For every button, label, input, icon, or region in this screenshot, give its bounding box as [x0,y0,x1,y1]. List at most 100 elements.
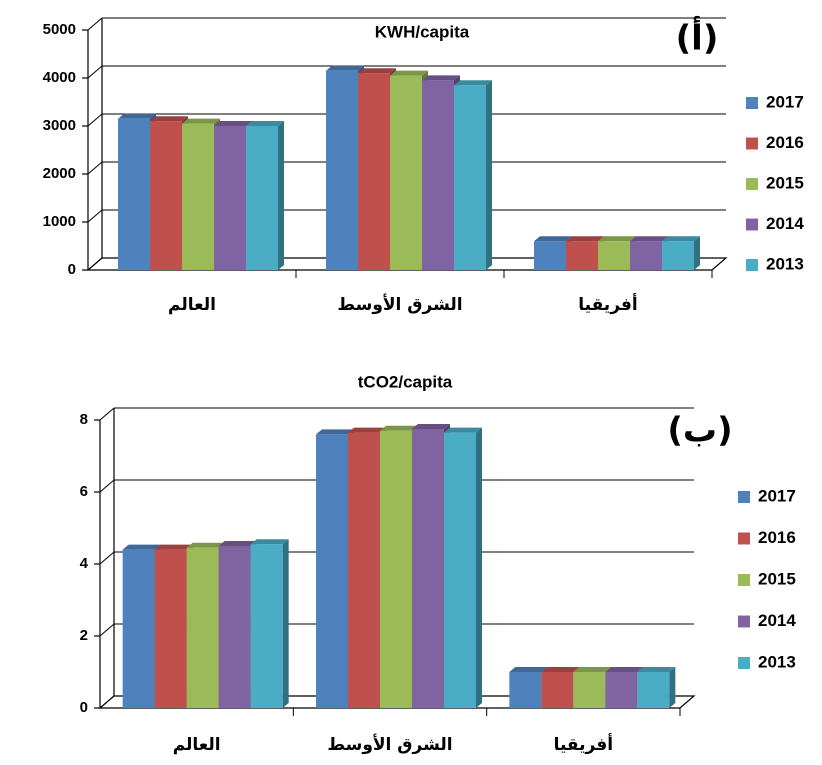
bar-front [218,546,251,708]
bar-top [218,541,257,546]
bar-top [246,121,284,126]
bar-top [444,427,482,433]
bar-top [348,427,386,433]
bar-side [486,80,492,270]
bar-top [390,70,428,76]
legend-swatch [746,137,758,150]
bar-front [316,434,348,708]
legend-label: 2017 [758,486,796,505]
legend-label: 2016 [766,133,804,152]
bar-front [598,241,630,270]
bar-top [182,118,220,124]
legend-label: 2015 [766,173,804,192]
bar-top [637,667,676,672]
bar-side [669,667,676,708]
bar-top [566,236,604,242]
grid-line [87,17,103,31]
bar-top [509,667,548,672]
bar-top [541,667,580,672]
x-tick-label: العالم [168,295,216,315]
y-tick-label: 1000 [43,213,76,230]
y-tick-label: 6 [80,483,88,500]
legend-swatch [738,491,750,503]
bar-front [154,549,187,708]
bar [348,427,386,708]
grid-line [87,257,103,271]
x-tick-label: أفريقيا [554,733,613,755]
grid-line [87,113,103,127]
bar-front [122,549,155,708]
grid-line [99,695,115,709]
bar-front [348,432,380,708]
bar-top [122,544,161,550]
legend-label: 2017 [766,92,804,111]
y-tick-label: 0 [80,699,88,716]
bar-front [186,547,219,708]
chart-title: KWH/capita [375,22,470,41]
legend-label: 2016 [758,528,796,547]
y-tick-label: 2000 [43,165,76,182]
grid-line [87,209,103,223]
bar-top [573,667,612,672]
bar-side [476,427,482,708]
bar-front [246,126,278,270]
annotation: (أ) [676,16,719,59]
bar-front [534,241,566,270]
bar-top [326,65,364,71]
bar-front [390,75,422,270]
bar [246,121,284,270]
bar-front [326,70,358,270]
bar-top [605,667,644,672]
bar-top [186,542,225,548]
legend-swatch [738,574,750,586]
annotation: (ب) [667,411,732,451]
bar-top [316,429,354,435]
bar [454,80,492,270]
bar-front [214,126,246,270]
bar-front [454,85,486,270]
x-tick-label: الشرق الأوسط [337,294,462,315]
grid-line [87,65,103,79]
bar-side [278,121,284,270]
grid-line [99,479,115,493]
legend-swatch [746,259,758,271]
bar-top [380,425,418,431]
grid-line [99,407,115,421]
grid-line [87,161,103,175]
bar-front [412,429,444,708]
bar-front [150,121,182,270]
grid-line [99,623,115,637]
x-tick-label: أفريقيا [578,293,637,315]
grid-line [99,551,115,565]
legend-label: 2014 [766,214,804,233]
bar-top [154,544,193,550]
bar-front [541,672,574,708]
bar-front [509,672,542,708]
bar-top [412,424,450,429]
y-tick-label: 0 [68,261,76,278]
bar-front [444,432,476,708]
y-tick-label: 4000 [43,69,76,86]
bar-front [250,544,283,708]
bar [214,121,252,270]
legend-swatch [738,657,750,669]
bar-top [534,236,572,242]
bar-top [598,236,636,242]
bar-top [150,116,188,122]
bar-top [214,121,252,126]
legend-label: 2013 [766,254,804,273]
bar-top [358,68,396,74]
bar-front [422,80,454,271]
bar-front [358,73,390,270]
chart-title: tCO2/capita [358,372,453,391]
bar-front [182,123,214,270]
bar-front [662,241,694,270]
legend-swatch [738,615,750,628]
bar-side [282,539,289,708]
bar-top [250,539,289,545]
legend-label: 2015 [758,569,796,588]
legend-swatch [746,178,758,190]
y-tick-label: 4 [80,555,89,572]
bar-top [630,236,668,242]
